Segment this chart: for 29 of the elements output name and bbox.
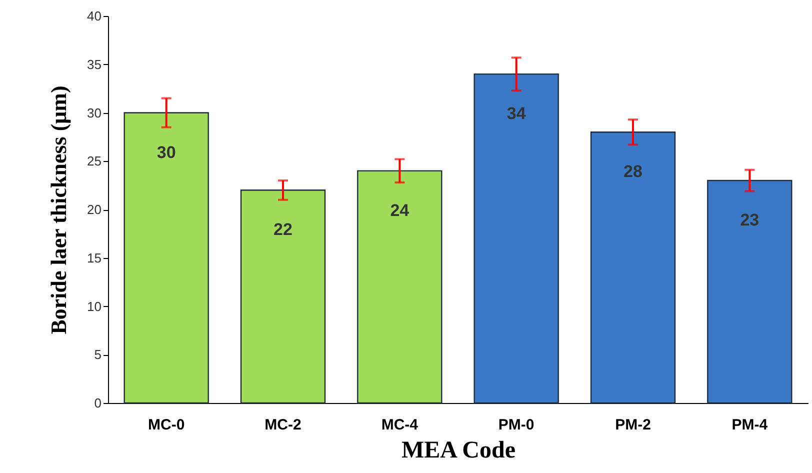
x-tick-label: PM-4 bbox=[732, 416, 768, 434]
data-label: 23 bbox=[740, 210, 760, 230]
bar bbox=[240, 190, 326, 404]
y-tick-label: 35 bbox=[87, 56, 102, 72]
y-tick-label: 15 bbox=[87, 250, 102, 266]
bar bbox=[707, 180, 792, 404]
bar bbox=[590, 132, 676, 404]
y-tick-label: 30 bbox=[87, 105, 102, 120]
x-tick-label: PM-2 bbox=[615, 416, 651, 434]
data-label: 30 bbox=[156, 142, 176, 162]
data-label: 28 bbox=[624, 162, 642, 182]
y-tick-label: 40 bbox=[87, 8, 102, 24]
x-axis-title: MEA Code bbox=[402, 438, 516, 464]
y-tick-label: 0 bbox=[94, 396, 102, 410]
bar bbox=[357, 170, 442, 404]
bar bbox=[124, 112, 209, 404]
x-tick-label: PM-0 bbox=[498, 416, 534, 434]
data-label: 24 bbox=[390, 200, 410, 220]
y-tick-label: 25 bbox=[87, 154, 102, 169]
y-tick-label: 10 bbox=[87, 298, 102, 314]
data-label: 34 bbox=[506, 104, 526, 124]
x-tick-label: MC-4 bbox=[381, 416, 419, 434]
y-tick-label: 5 bbox=[94, 347, 102, 362]
x-tick-label: MC-2 bbox=[264, 416, 302, 434]
y-axis-title: Boride laer thickness (μm) bbox=[46, 86, 72, 334]
y-tick-label: 20 bbox=[87, 202, 102, 217]
bar bbox=[474, 73, 559, 404]
x-tick-label: MC-0 bbox=[148, 416, 185, 434]
data-label: 22 bbox=[274, 220, 292, 240]
